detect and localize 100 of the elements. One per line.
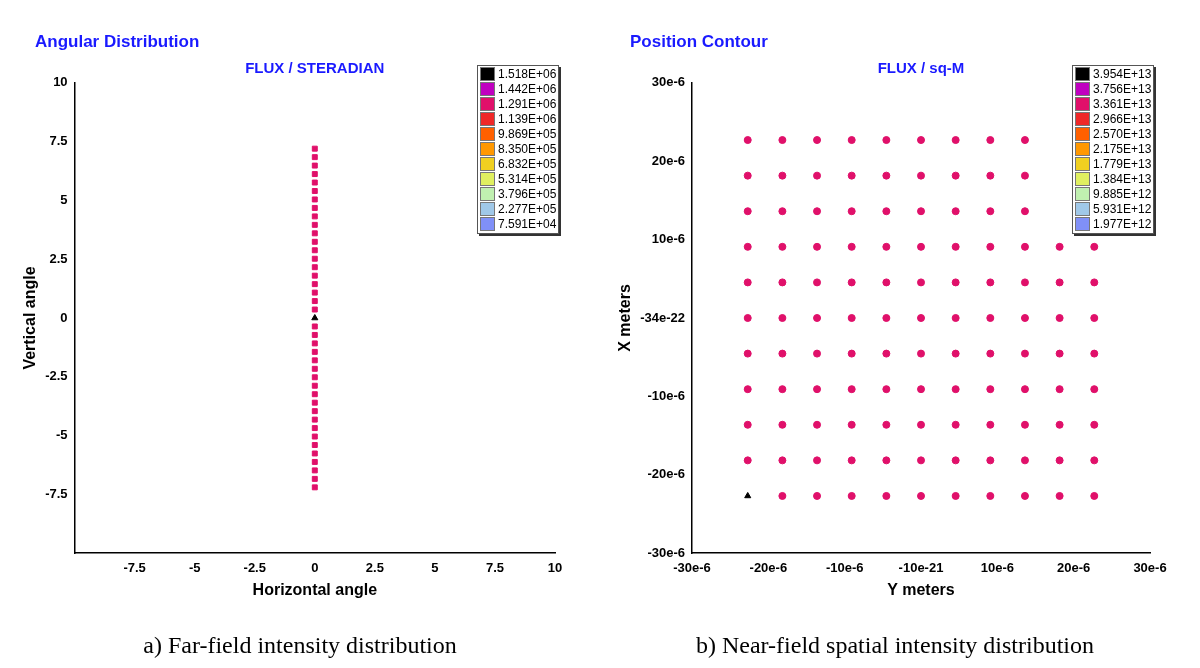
- y-tick-label: -30e-6: [647, 544, 686, 560]
- y-tick-label: 10e-6: [651, 231, 686, 247]
- legend-label: 3.361E+13: [1093, 96, 1152, 112]
- legend-label: 1.139E+06: [498, 111, 557, 127]
- point: [311, 331, 318, 338]
- y-tick-label: 2.5: [49, 250, 68, 266]
- text: a) Far-field intensity distribution: [142, 632, 458, 659]
- point: [311, 314, 319, 321]
- point: [311, 230, 318, 237]
- point: [311, 281, 318, 288]
- point: [311, 306, 318, 313]
- legend-label: 3.796E+05: [498, 186, 557, 202]
- point: [311, 221, 318, 228]
- point: [311, 374, 318, 381]
- point: [311, 213, 318, 220]
- x-axis-title: Horizontal angle: [252, 580, 378, 598]
- point: [311, 348, 318, 355]
- text: b) Near-field spatial intensity distribution: [694, 632, 1096, 659]
- legend-label: 5.931E+12: [1093, 201, 1152, 217]
- y-tick-label: 5: [60, 191, 68, 207]
- legend-label: 1.291E+06: [498, 96, 557, 112]
- point: [311, 357, 318, 364]
- point: [311, 323, 318, 330]
- chart-subtitle: FLUX / sq-M: [877, 59, 965, 76]
- x-tick-label: 0: [311, 559, 319, 575]
- point: [311, 264, 318, 271]
- y-tick-label: -20e-6: [647, 466, 686, 482]
- point: [311, 425, 318, 432]
- point: [311, 154, 318, 161]
- point: [311, 467, 318, 474]
- x-tick-label: -30e-6: [673, 559, 711, 575]
- point: [311, 399, 318, 406]
- legend-label: 1.518E+06: [498, 66, 557, 82]
- point: [311, 433, 318, 440]
- point: [311, 238, 318, 245]
- point: [311, 204, 318, 211]
- y-tick-label: -2.5: [45, 368, 68, 384]
- x-tick-label: -20e-6: [749, 559, 788, 575]
- legend-label: 1.384E+13: [1093, 171, 1152, 187]
- chart-subtitle: FLUX / STERADIAN: [245, 59, 385, 76]
- x-tick-label: -10e-6: [825, 559, 864, 575]
- legend-label: 2.175E+13: [1093, 141, 1152, 157]
- point: [311, 247, 318, 254]
- x-axis-title: Y meters: [887, 580, 955, 598]
- point: [311, 408, 318, 415]
- x-tick-label: 10e-6: [980, 559, 1014, 575]
- x-tick-label: 5: [431, 559, 439, 575]
- point: [311, 416, 318, 423]
- point: [311, 196, 318, 203]
- point: [311, 450, 318, 457]
- y-tick-label: -34e-22: [640, 309, 686, 325]
- point: [311, 272, 318, 279]
- legend-label: 1.779E+13: [1093, 156, 1152, 172]
- point: [311, 365, 318, 372]
- chart-title: Angular Distribution: [35, 32, 200, 52]
- point: [311, 340, 318, 347]
- point: [311, 298, 318, 305]
- y-tick-label: -7.5: [45, 485, 68, 501]
- point: [311, 171, 318, 178]
- legend-label: 1.977E+12: [1093, 216, 1152, 232]
- chart-title: Position Contour: [630, 32, 768, 52]
- legend-label: 9.885E+12: [1093, 186, 1152, 202]
- y-axis-title: Vertical angle: [21, 266, 39, 370]
- point: [311, 484, 318, 491]
- legend-label: 5.314E+05: [498, 171, 557, 187]
- y-tick-label: 10: [53, 74, 68, 90]
- y-axis-title: X meters: [616, 284, 634, 352]
- point: [311, 382, 318, 389]
- y-tick-label: 30e-6: [651, 74, 686, 90]
- legend-label: 6.832E+05: [498, 156, 557, 172]
- point: [311, 162, 318, 169]
- legend-label: 8.350E+05: [498, 141, 557, 157]
- y-tick-label: 7.5: [49, 133, 68, 149]
- x-tick-label: -5: [188, 559, 201, 575]
- legend-label: 2.966E+13: [1093, 111, 1152, 127]
- legend-label: 3.756E+13: [1093, 81, 1152, 97]
- legend-label: 2.277E+05: [498, 201, 557, 217]
- y-tick-label: -5: [56, 427, 68, 443]
- point: [311, 391, 318, 398]
- y-tick-label: -10e-6: [647, 387, 686, 403]
- x-tick-label: -2.5: [243, 559, 266, 575]
- legend-label: 9.869E+05: [498, 126, 557, 142]
- x-tick-label: -10e-21: [898, 559, 944, 575]
- point: [311, 475, 318, 482]
- x-tick-label: -7.5: [123, 559, 146, 575]
- x-tick-label: 10: [547, 559, 563, 575]
- x-tick-label: 7.5: [485, 559, 504, 575]
- point: [311, 188, 318, 194]
- legend-label: 1.442E+06: [498, 81, 557, 97]
- point: [311, 145, 318, 152]
- legend-label: 7.591E+04: [498, 216, 557, 232]
- y-tick-label: 0: [60, 309, 68, 325]
- x-tick-label: 30e-6: [1133, 559, 1167, 575]
- point: [311, 179, 318, 186]
- point: [311, 255, 318, 262]
- point: [311, 289, 318, 296]
- x-tick-label: 20e-6: [1057, 559, 1091, 575]
- point: [311, 458, 318, 465]
- legend-label: 2.570E+13: [1093, 126, 1152, 142]
- y-tick-label: 20e-6: [651, 152, 686, 168]
